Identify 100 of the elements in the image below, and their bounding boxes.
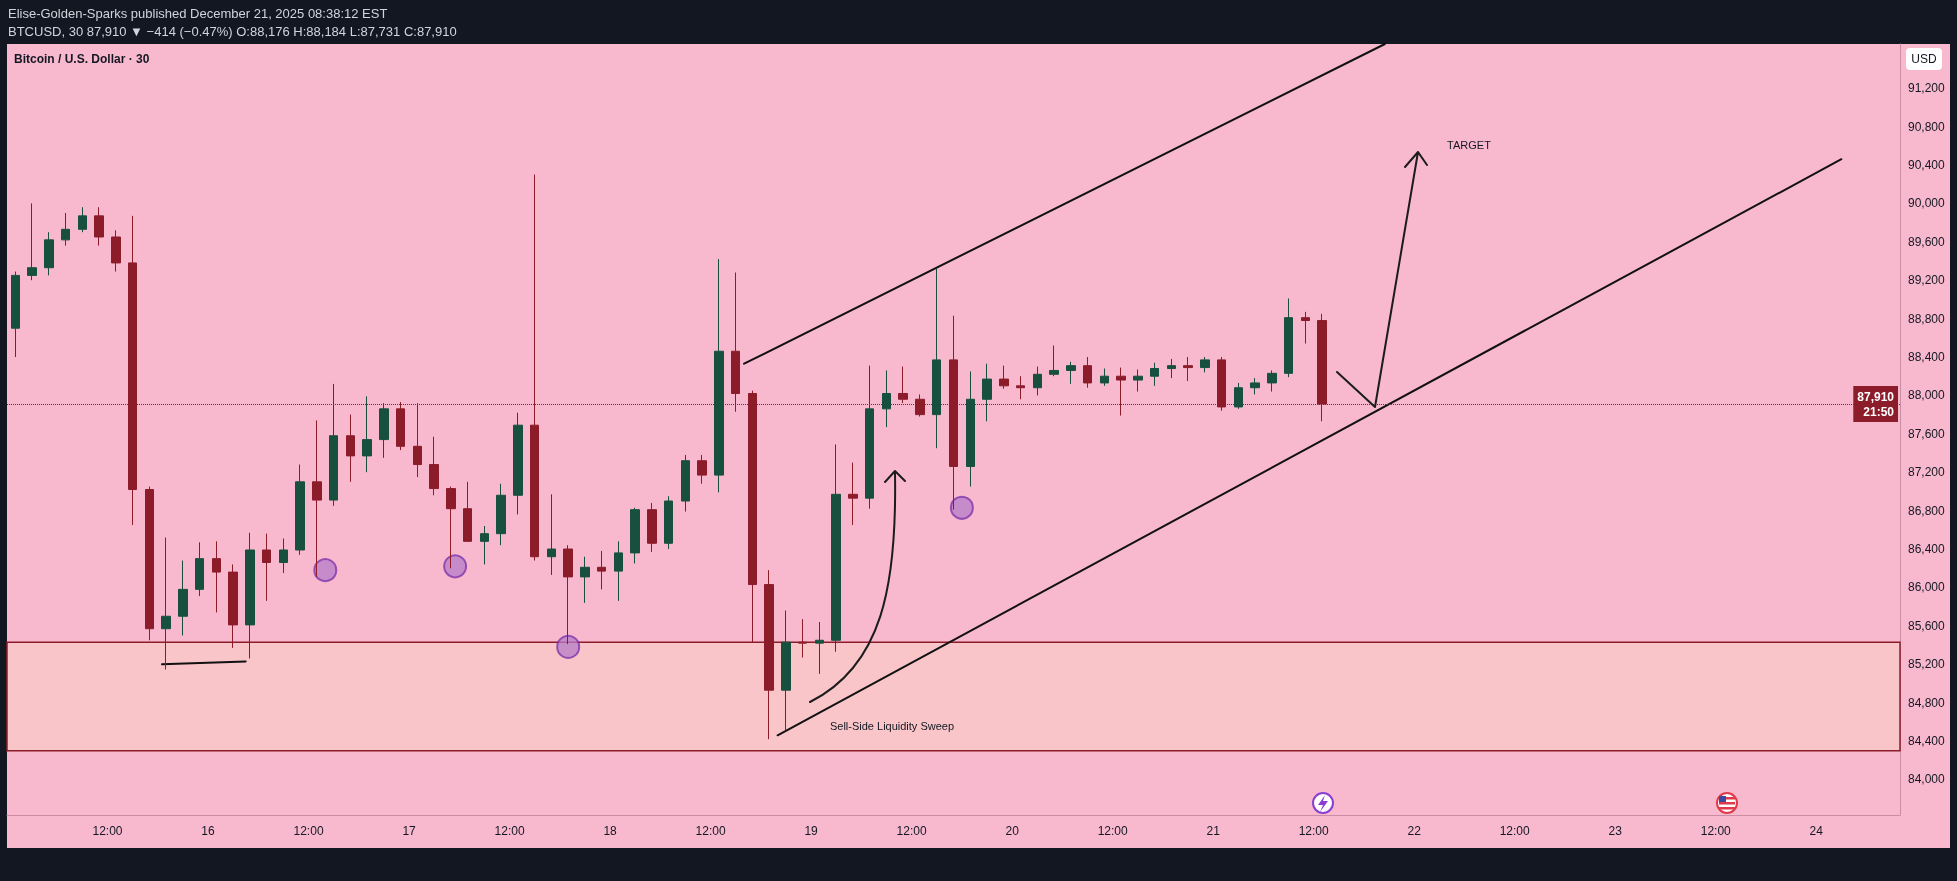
- y-tick-label: 86,400: [1908, 542, 1946, 557]
- candlestick: [630, 507, 640, 564]
- y-tick-label: 88,000: [1908, 388, 1946, 403]
- y-tick-label: 90,400: [1908, 157, 1946, 172]
- candlestick: [295, 464, 305, 556]
- candlestick: [547, 493, 556, 576]
- candlestick: [429, 436, 439, 496]
- candlestick: [1100, 368, 1109, 387]
- x-tick-label: 24: [1809, 824, 1824, 838]
- point: [949, 495, 974, 520]
- candlestick: [446, 486, 456, 569]
- y-tick-label: 90,800: [1908, 119, 1946, 134]
- x-tick-label: 19: [804, 824, 819, 838]
- y-tick-label: 84,000: [1908, 772, 1946, 787]
- ref-line-label: 87,910 21:50: [1857, 389, 1895, 419]
- candlestick: [480, 525, 489, 565]
- candlestick: [1150, 362, 1159, 387]
- candlestick: [245, 532, 255, 659]
- candlestick: [1133, 368, 1143, 393]
- y-tick-label: 84,400: [1908, 734, 1946, 749]
- candlestick: [1250, 377, 1260, 395]
- candlestick: [27, 202, 37, 281]
- candlestick: [1301, 311, 1310, 345]
- candlestick: [848, 462, 858, 526]
- x-tick-label: 12:00: [1097, 824, 1128, 838]
- candlestick: [1083, 356, 1092, 389]
- x-tick-label: 16: [201, 824, 216, 838]
- candlestick: [815, 621, 824, 675]
- candlestick: [781, 609, 791, 732]
- candlestick: [882, 369, 891, 428]
- candlestick: [11, 271, 20, 358]
- candlestick: [932, 268, 941, 449]
- y-axis-title: USD: [1906, 48, 1942, 70]
- x-tick-label: 17: [402, 824, 417, 838]
- candlestick: [329, 383, 338, 507]
- candlestick: [262, 533, 271, 602]
- candlestick: [647, 502, 657, 553]
- candlestick: [513, 412, 523, 515]
- candlestick: [1016, 375, 1025, 400]
- candlestick: [999, 365, 1009, 390]
- candlestick: [1200, 356, 1210, 373]
- point: [313, 558, 338, 583]
- y-tick-label: 89,600: [1908, 234, 1946, 249]
- x-tick-label: 12:00: [695, 824, 726, 838]
- candlestick: [597, 550, 606, 590]
- candlestick: [379, 402, 389, 459]
- x-tick-label: 23: [1608, 824, 1623, 838]
- point: [556, 634, 581, 659]
- candlestick: [94, 206, 104, 247]
- candlestick: [1234, 382, 1243, 410]
- candlestick: [1033, 366, 1042, 396]
- candlestick: [362, 395, 372, 473]
- candlestick: [279, 537, 288, 574]
- candlestick: [178, 560, 188, 636]
- y-tick-label: 90,000: [1908, 196, 1946, 211]
- candlestick: [966, 370, 975, 488]
- candlestick: [161, 537, 171, 671]
- candlestick: [1267, 369, 1277, 393]
- annotation: TARGET: [1447, 139, 1491, 151]
- candlestick: [346, 414, 355, 483]
- x-tick-label: 12:00: [293, 824, 324, 838]
- candlestick: [1066, 361, 1076, 385]
- candlestick: [78, 206, 87, 233]
- candlestick: [212, 540, 221, 613]
- y-tick-label: 85,600: [1908, 618, 1946, 633]
- candlestick: [44, 231, 54, 276]
- candlestick: [614, 540, 623, 602]
- candlestick: [496, 483, 506, 546]
- x-tick-label: 12:00: [1298, 824, 1330, 838]
- candlestick: [312, 419, 322, 578]
- y-tick-label: 84,800: [1908, 695, 1946, 710]
- y-tick-label: 91,200: [1908, 81, 1946, 96]
- candlestick: [714, 258, 724, 493]
- y-tick-label: 85,200: [1908, 657, 1946, 672]
- x-tick-label: 12:00: [494, 824, 525, 838]
- candlestick: [865, 365, 874, 510]
- y-tick-label: 87,200: [1908, 465, 1946, 480]
- x-tick-label: 12:00: [896, 824, 927, 838]
- candlestick: [681, 454, 690, 513]
- x-tick-label: 12:00: [92, 824, 123, 838]
- candlestick: [982, 363, 992, 422]
- candlestick: [563, 544, 573, 645]
- candlestick: [463, 481, 472, 542]
- candlestick: [898, 366, 908, 404]
- chart-subtitle: BTCUSD, 30 87,910 ▼ −414 (−0.47%) O:88,176 H:88,184 L:87,731 C:87,910: [8, 24, 457, 39]
- y-tick-label: 86,000: [1908, 580, 1946, 595]
- candlestick: [664, 495, 673, 550]
- candlestick: [580, 556, 590, 604]
- x-tick-label: 22: [1407, 824, 1422, 838]
- candlestick: [1049, 344, 1059, 377]
- x-tick-label: 21: [1206, 824, 1221, 838]
- candlestick: [831, 443, 841, 653]
- candlestick: [1183, 356, 1193, 382]
- annotation: Sell-Side Liquidity Sweep: [829, 720, 955, 732]
- x-tick-label: 12:00: [1700, 824, 1732, 838]
- y-tick-label: 88,400: [1908, 350, 1946, 365]
- y-tick-label: 86,800: [1908, 503, 1946, 518]
- x-tick-label: 18: [603, 824, 618, 838]
- candlestick: [697, 454, 707, 485]
- candlestick: [1284, 297, 1293, 378]
